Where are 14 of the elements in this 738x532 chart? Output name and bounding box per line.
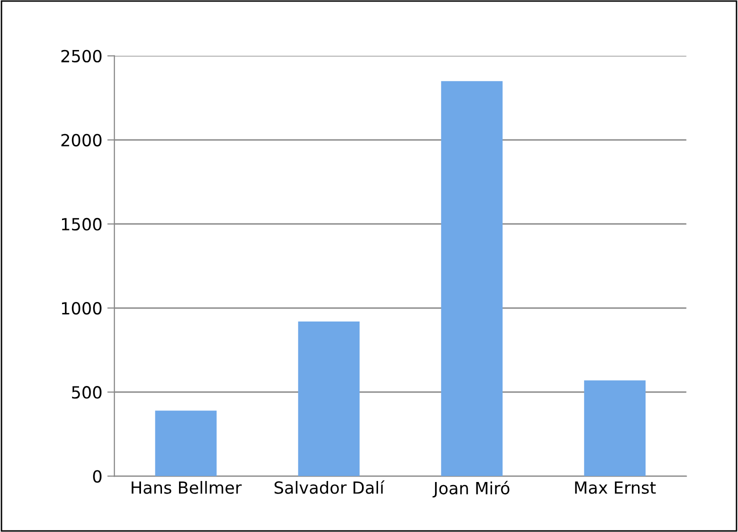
y-tick-label: 1000 [62,302,102,315]
x-tick-label: Hans Bellmer [132,481,242,494]
bar [584,380,646,476]
bar [441,81,503,476]
bar [298,321,360,476]
y-tick-label: 1500 [62,218,102,231]
y-tick-label: 2500 [61,50,102,62]
y-tick-label: 500 [72,386,102,399]
y-tick-label: 2000 [61,134,102,146]
x-tick-label: Max Ernst [575,482,656,494]
y-tick-label: 0 [93,470,102,483]
x-tick-label: Joan Miró [432,480,510,498]
bar [155,410,217,476]
x-tick-label: Salvador Dalí [274,480,385,494]
